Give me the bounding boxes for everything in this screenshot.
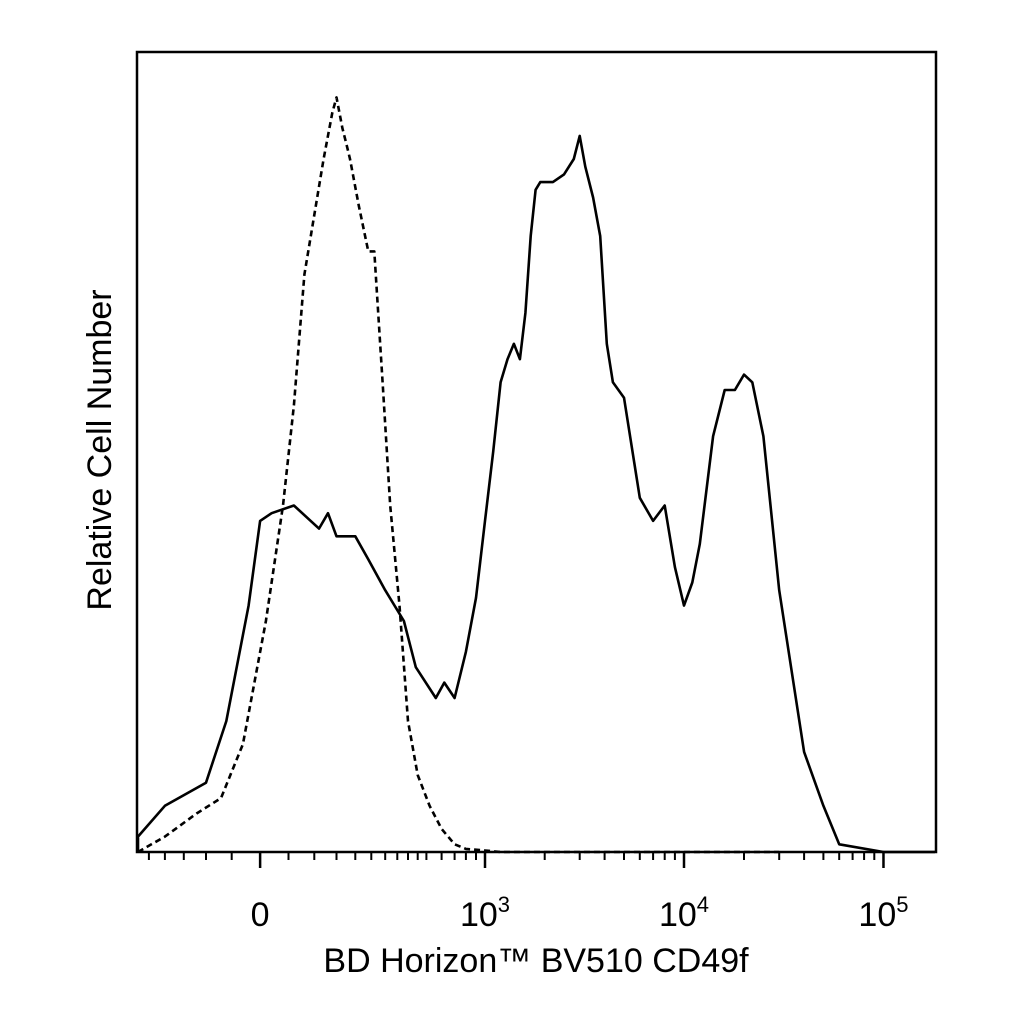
x-tick-label: 105 xyxy=(858,892,908,934)
x-tick-layer: 0 103 104 105 xyxy=(251,852,909,934)
minor-tick-layer xyxy=(147,852,876,860)
x-tick-label: 104 xyxy=(659,892,709,934)
x-tick-exponent: 3 xyxy=(498,892,510,917)
series-line-solid xyxy=(136,134,935,854)
plot-area-frame xyxy=(135,50,938,854)
series-line-dashed xyxy=(137,96,780,854)
x-tick-label: 0 xyxy=(251,896,270,934)
x-tick-exponent: 4 xyxy=(697,892,709,917)
series-layer xyxy=(136,96,935,854)
y-axis-label: Relative Cell Number xyxy=(81,289,119,610)
x-tick-exponent: 5 xyxy=(896,892,908,917)
x-tick-label: 103 xyxy=(460,892,510,934)
x-axis-label: BD Horizon™ BV510 CD49f xyxy=(323,942,749,980)
